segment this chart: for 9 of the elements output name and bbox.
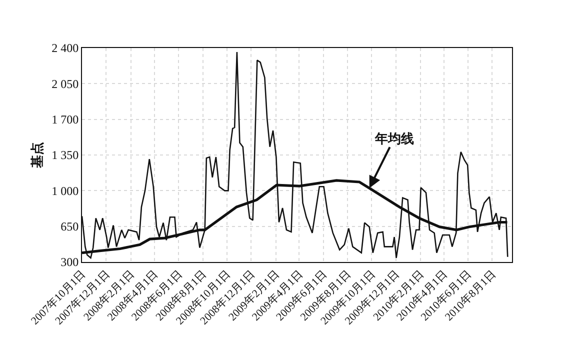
y-tick-label: 2 050: [52, 76, 79, 91]
y-tick-label: 2 400: [52, 41, 79, 56]
y-tick-label: 1 700: [52, 112, 79, 127]
y-tick-label: 1 000: [52, 184, 79, 198]
y-tick-label: 650: [60, 220, 79, 234]
annotation: 年均线: [374, 131, 414, 146]
y-tick-label: 1 350: [52, 148, 79, 162]
y-axis-title: 基点: [30, 142, 45, 169]
y-tick-label: 300: [60, 255, 79, 270]
